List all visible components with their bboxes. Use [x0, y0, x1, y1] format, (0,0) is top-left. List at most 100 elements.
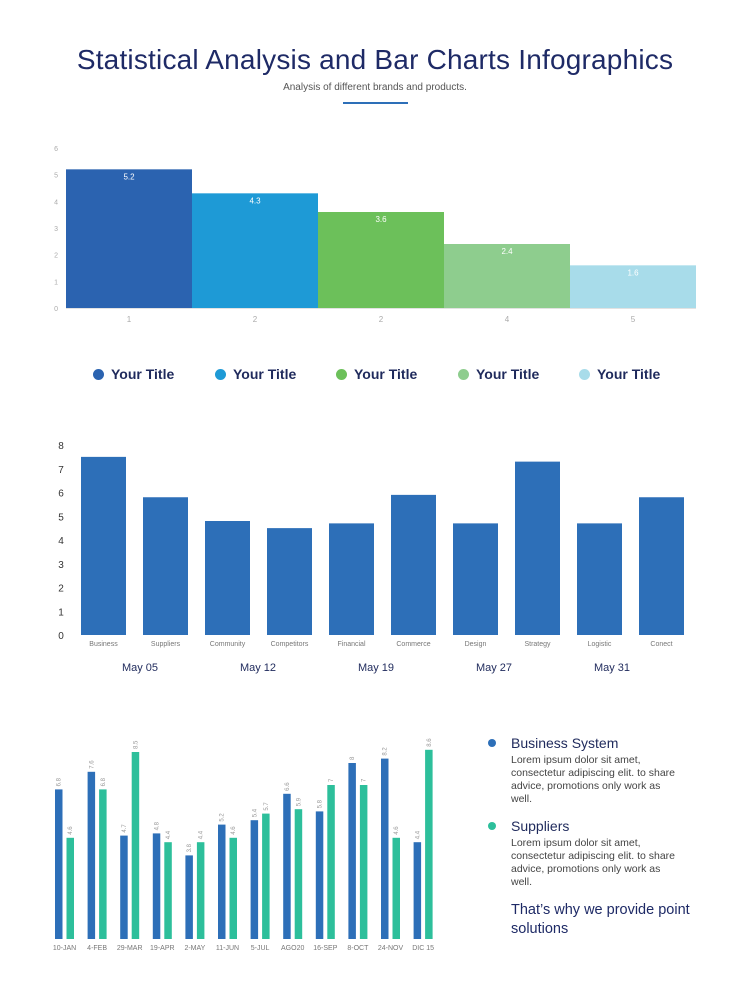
bar [515, 461, 560, 635]
bar-value-label: 8.5 [133, 740, 139, 749]
bar-value-label: 8.2 [383, 747, 389, 756]
bar-value-label: 4.3 [249, 196, 261, 205]
date-label: May 12 [239, 662, 277, 674]
y-tick-label: 1 [54, 279, 58, 286]
x-tick-label: Strategy [524, 641, 551, 648]
x-tick-label: Conect [650, 641, 672, 648]
bar [66, 169, 192, 308]
bar [570, 265, 696, 308]
bar-value-label: 4.6 [231, 826, 237, 835]
bar-value-label: 2.4 [501, 247, 513, 256]
bar [87, 771, 96, 939]
bullet-dot [488, 739, 496, 747]
bar [348, 763, 356, 939]
bar [205, 521, 250, 635]
bar [359, 785, 368, 939]
bar-value-label: 7 [329, 778, 335, 782]
y-tick-label: 6 [54, 146, 58, 153]
x-tick-label: 19-APR [150, 945, 175, 952]
bullet-dot [488, 822, 496, 830]
bar-value-label: 5.9 [296, 797, 302, 806]
legend-item: Your Title [93, 366, 174, 382]
bar [639, 497, 684, 635]
bar-value-label: 6.6 [285, 782, 291, 791]
y-tick-label: 6 [58, 489, 64, 500]
y-tick-label: 2 [54, 253, 58, 260]
bar-value-label: 4.4 [166, 830, 172, 839]
info-item-business-system: Business System Lorem ipsum dolor sit am… [488, 735, 678, 806]
legend-dot [579, 368, 590, 380]
bar [318, 212, 444, 308]
legend-dot [93, 368, 104, 380]
bar-value-label: 5.7 [264, 802, 270, 811]
closing-statement: That’s why we provide point solutions [511, 902, 690, 937]
legend-label: Your Title [111, 366, 175, 382]
bar [329, 523, 374, 635]
info-body: Lorem ipsum dolor sit amet, consectetur … [511, 754, 676, 805]
legend-label: Your Title [233, 366, 297, 382]
x-tick-label: 11-JUN [216, 945, 239, 952]
bar-value-label: 4.8 [155, 821, 161, 830]
x-tick-label: Business [89, 641, 118, 648]
bar [99, 789, 107, 939]
date-label: May 31 [593, 662, 631, 674]
info-heading: Business System [511, 735, 619, 751]
legend-item: Your Title [458, 366, 539, 382]
bar [262, 813, 270, 939]
x-tick-label: Competitors [271, 641, 309, 648]
bar [577, 523, 622, 635]
bar-value-label: 8 [350, 756, 356, 760]
x-tick-label: DIC 15 [412, 945, 434, 952]
y-tick-label: 8 [58, 441, 64, 452]
date-label: May 19 [357, 662, 395, 674]
bar [120, 835, 128, 939]
bar-value-label: 4.4 [199, 830, 205, 839]
x-tick-label: 1 [127, 315, 132, 324]
y-tick-label: 5 [58, 512, 64, 523]
bar [453, 523, 498, 635]
bar [267, 528, 312, 635]
x-tick-label: 2-MAY [184, 945, 205, 952]
bar-value-label: 3.6 [375, 215, 387, 224]
legend-label: Your Title [476, 366, 540, 382]
info-item-suppliers: Suppliers Lorem ipsum dolor sit amet, co… [488, 818, 678, 889]
bar [425, 749, 433, 939]
bar [315, 811, 324, 939]
bar [196, 842, 205, 939]
x-tick-label: 10-JAN [53, 945, 76, 952]
y-tick-label: 4 [58, 536, 64, 547]
bar [192, 193, 318, 308]
bar [218, 824, 226, 939]
x-tick-label: Commerce [396, 641, 430, 648]
bar-value-label: 8.6 [427, 738, 433, 747]
x-tick-label: 2 [253, 315, 258, 324]
bar [392, 837, 400, 939]
date-row: May 05 May 12 May 19 May 27 May 31 [0, 662, 750, 678]
bar [81, 456, 126, 635]
x-tick-label: 8-OCT [347, 945, 369, 952]
bar [185, 855, 193, 939]
bar-value-label: 7 [362, 778, 368, 782]
x-tick-label: AGO20 [281, 945, 304, 952]
bar [413, 842, 422, 939]
bar-value-label: 6.8 [101, 777, 107, 786]
title-divider [343, 102, 408, 104]
legend-dot [336, 368, 347, 380]
bar [327, 785, 335, 939]
x-tick-label: 16-SEP [313, 945, 337, 952]
bar [131, 752, 140, 939]
bar [143, 497, 188, 635]
x-tick-label: 4-FEB [87, 945, 107, 952]
bar [55, 789, 63, 939]
bar [164, 842, 172, 939]
chart-1-legend: Your Title Your Title Your Title Your Ti… [0, 366, 750, 386]
x-tick-label: Community [210, 641, 246, 648]
x-tick-label: 2 [379, 315, 384, 324]
page-subtitle: Analysis of different brands and product… [283, 82, 467, 93]
y-tick-label: 3 [54, 226, 58, 233]
x-tick-label: 29-MAR [117, 945, 143, 952]
y-tick-label: 1 [58, 607, 64, 618]
bar-value-label: 5.4 [252, 808, 258, 817]
page-title: Statistical Analysis and Bar Charts Info… [76, 44, 674, 75]
bar [444, 244, 570, 308]
